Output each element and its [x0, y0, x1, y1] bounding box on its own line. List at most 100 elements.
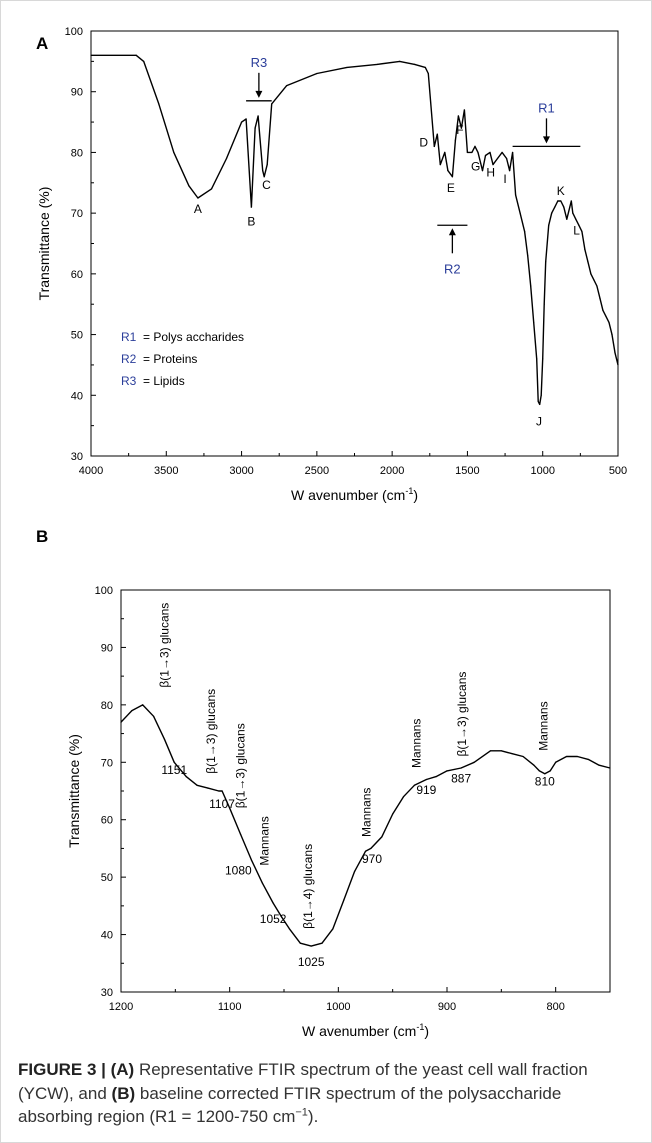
- data-point: [272, 902, 274, 904]
- figure-caption: FIGURE 3 | (A) Representative FTIR spect…: [18, 1058, 633, 1129]
- peak-label-b: B: [247, 214, 255, 228]
- data-point: [207, 787, 209, 789]
- data-point: [196, 784, 198, 786]
- data-point: [549, 770, 551, 772]
- x-tick-label: 1500: [455, 465, 479, 477]
- data-point: [533, 764, 535, 766]
- panel-a: A 30 40 50 60 70 80 90 100 4000 3500 3000 2500 2000 15…: [36, 26, 627, 503]
- peak-label-i: I: [503, 172, 506, 186]
- data-point: [563, 206, 565, 208]
- data-point: [310, 945, 312, 947]
- peak-label-c: C: [262, 178, 271, 192]
- x-axis-label-superscript: -1: [405, 486, 413, 496]
- x-axis-label: W avenumber (cm-1): [302, 1022, 429, 1039]
- data-point: [460, 767, 462, 769]
- data-point: [505, 157, 508, 160]
- x-tick-label: 1000: [326, 1001, 350, 1013]
- panel-a-letter: A: [36, 34, 48, 53]
- data-point: [570, 200, 572, 202]
- data-point: [527, 255, 529, 257]
- caption-panel-b-tag: (B): [111, 1083, 136, 1103]
- x-tick-label: 800: [546, 1001, 564, 1013]
- data-point: [489, 151, 491, 154]
- data-point: [542, 358, 544, 360]
- data-point: [544, 773, 546, 775]
- data-point: [271, 103, 273, 105]
- band-assignment-label: Mannans: [410, 719, 424, 768]
- data-point: [142, 704, 144, 706]
- data-point: [364, 850, 367, 852]
- data-point: [376, 63, 378, 65]
- data-point: [602, 309, 604, 311]
- data-point: [343, 899, 345, 901]
- legend-key-r3: R3: [121, 374, 137, 388]
- y-axis-label: Transmittance (%): [36, 187, 52, 301]
- data-point: [239, 833, 242, 835]
- data-point: [605, 315, 607, 317]
- legend-key-r1: R1: [121, 330, 137, 344]
- data-point: [522, 755, 524, 758]
- data-point: [299, 942, 301, 944]
- wavenumber-label-887: 887: [451, 771, 471, 785]
- data-point: [266, 163, 268, 166]
- data-point: [530, 285, 532, 287]
- legend-text-r1: = Polys accharides: [143, 330, 244, 344]
- data-point: [250, 206, 252, 208]
- data-point: [551, 212, 553, 214]
- band-assignment-label: β(1→3) glucans: [455, 672, 469, 757]
- data-point: [575, 218, 577, 220]
- data-point: [540, 394, 542, 396]
- data-point: [501, 151, 503, 154]
- band-assignment-label: Mannans: [257, 816, 271, 865]
- caption-panel-a-text: Representative FTIR spectrum of the yeas…: [18, 1060, 588, 1103]
- data-point: [332, 928, 334, 930]
- data-point: [435, 776, 437, 778]
- data-point: [225, 157, 228, 160]
- data-point: [560, 200, 562, 202]
- y-tick-label: 30: [71, 451, 83, 463]
- data-point: [576, 755, 579, 758]
- region-label-r1: R1: [538, 100, 555, 115]
- peak-label-g: G: [471, 160, 480, 174]
- data-point: [286, 85, 288, 87]
- band-assignment-label: Mannans: [360, 788, 374, 837]
- data-point: [451, 176, 453, 178]
- data-point: [584, 248, 586, 251]
- peak-label-e: E: [447, 181, 455, 195]
- band-assignment-label: Mannans: [537, 701, 551, 750]
- data-point: [433, 145, 435, 147]
- y-tick-label: 90: [101, 642, 113, 654]
- peak-label-l: L: [573, 223, 580, 237]
- data-point: [399, 60, 401, 62]
- y-tick-label: 80: [101, 700, 113, 712]
- data-point: [263, 176, 265, 178]
- data-point: [473, 761, 475, 763]
- data-point: [508, 170, 511, 172]
- y-tick-label: 90: [71, 87, 83, 99]
- data-point: [90, 54, 92, 56]
- data-point: [250, 859, 252, 861]
- data-point: [153, 715, 155, 717]
- data-point: [569, 206, 571, 208]
- data-point: [281, 916, 283, 918]
- data-point: [354, 870, 356, 873]
- data-point: [543, 303, 545, 305]
- y-tick-label: 50: [101, 872, 113, 884]
- data-point: [346, 66, 348, 69]
- figure: A 30 40 50 60 70 80 90 100 4000 3500 3000 2500 2000 15…: [36, 26, 627, 1039]
- region-label-r2: R2: [444, 261, 461, 276]
- data-point: [539, 403, 541, 405]
- data-point: [590, 273, 592, 275]
- data-point: [596, 285, 598, 287]
- legend-text-r3: = Lipids: [143, 374, 185, 388]
- data-point: [402, 796, 405, 798]
- data-point: [392, 813, 394, 815]
- y-tick-label: 60: [71, 269, 83, 281]
- data-point: [444, 151, 446, 154]
- x-axis-label-main: W avenumber (cm: [291, 487, 405, 503]
- wavenumber-label-1025: 1025: [298, 955, 325, 969]
- panel-b: B 30 40 50 60 70 80 90 100 1200 1100 1000 900 800 Tran…: [36, 527, 611, 1039]
- data-point: [545, 261, 547, 263]
- data-point: [524, 230, 526, 232]
- data-point: [515, 194, 517, 196]
